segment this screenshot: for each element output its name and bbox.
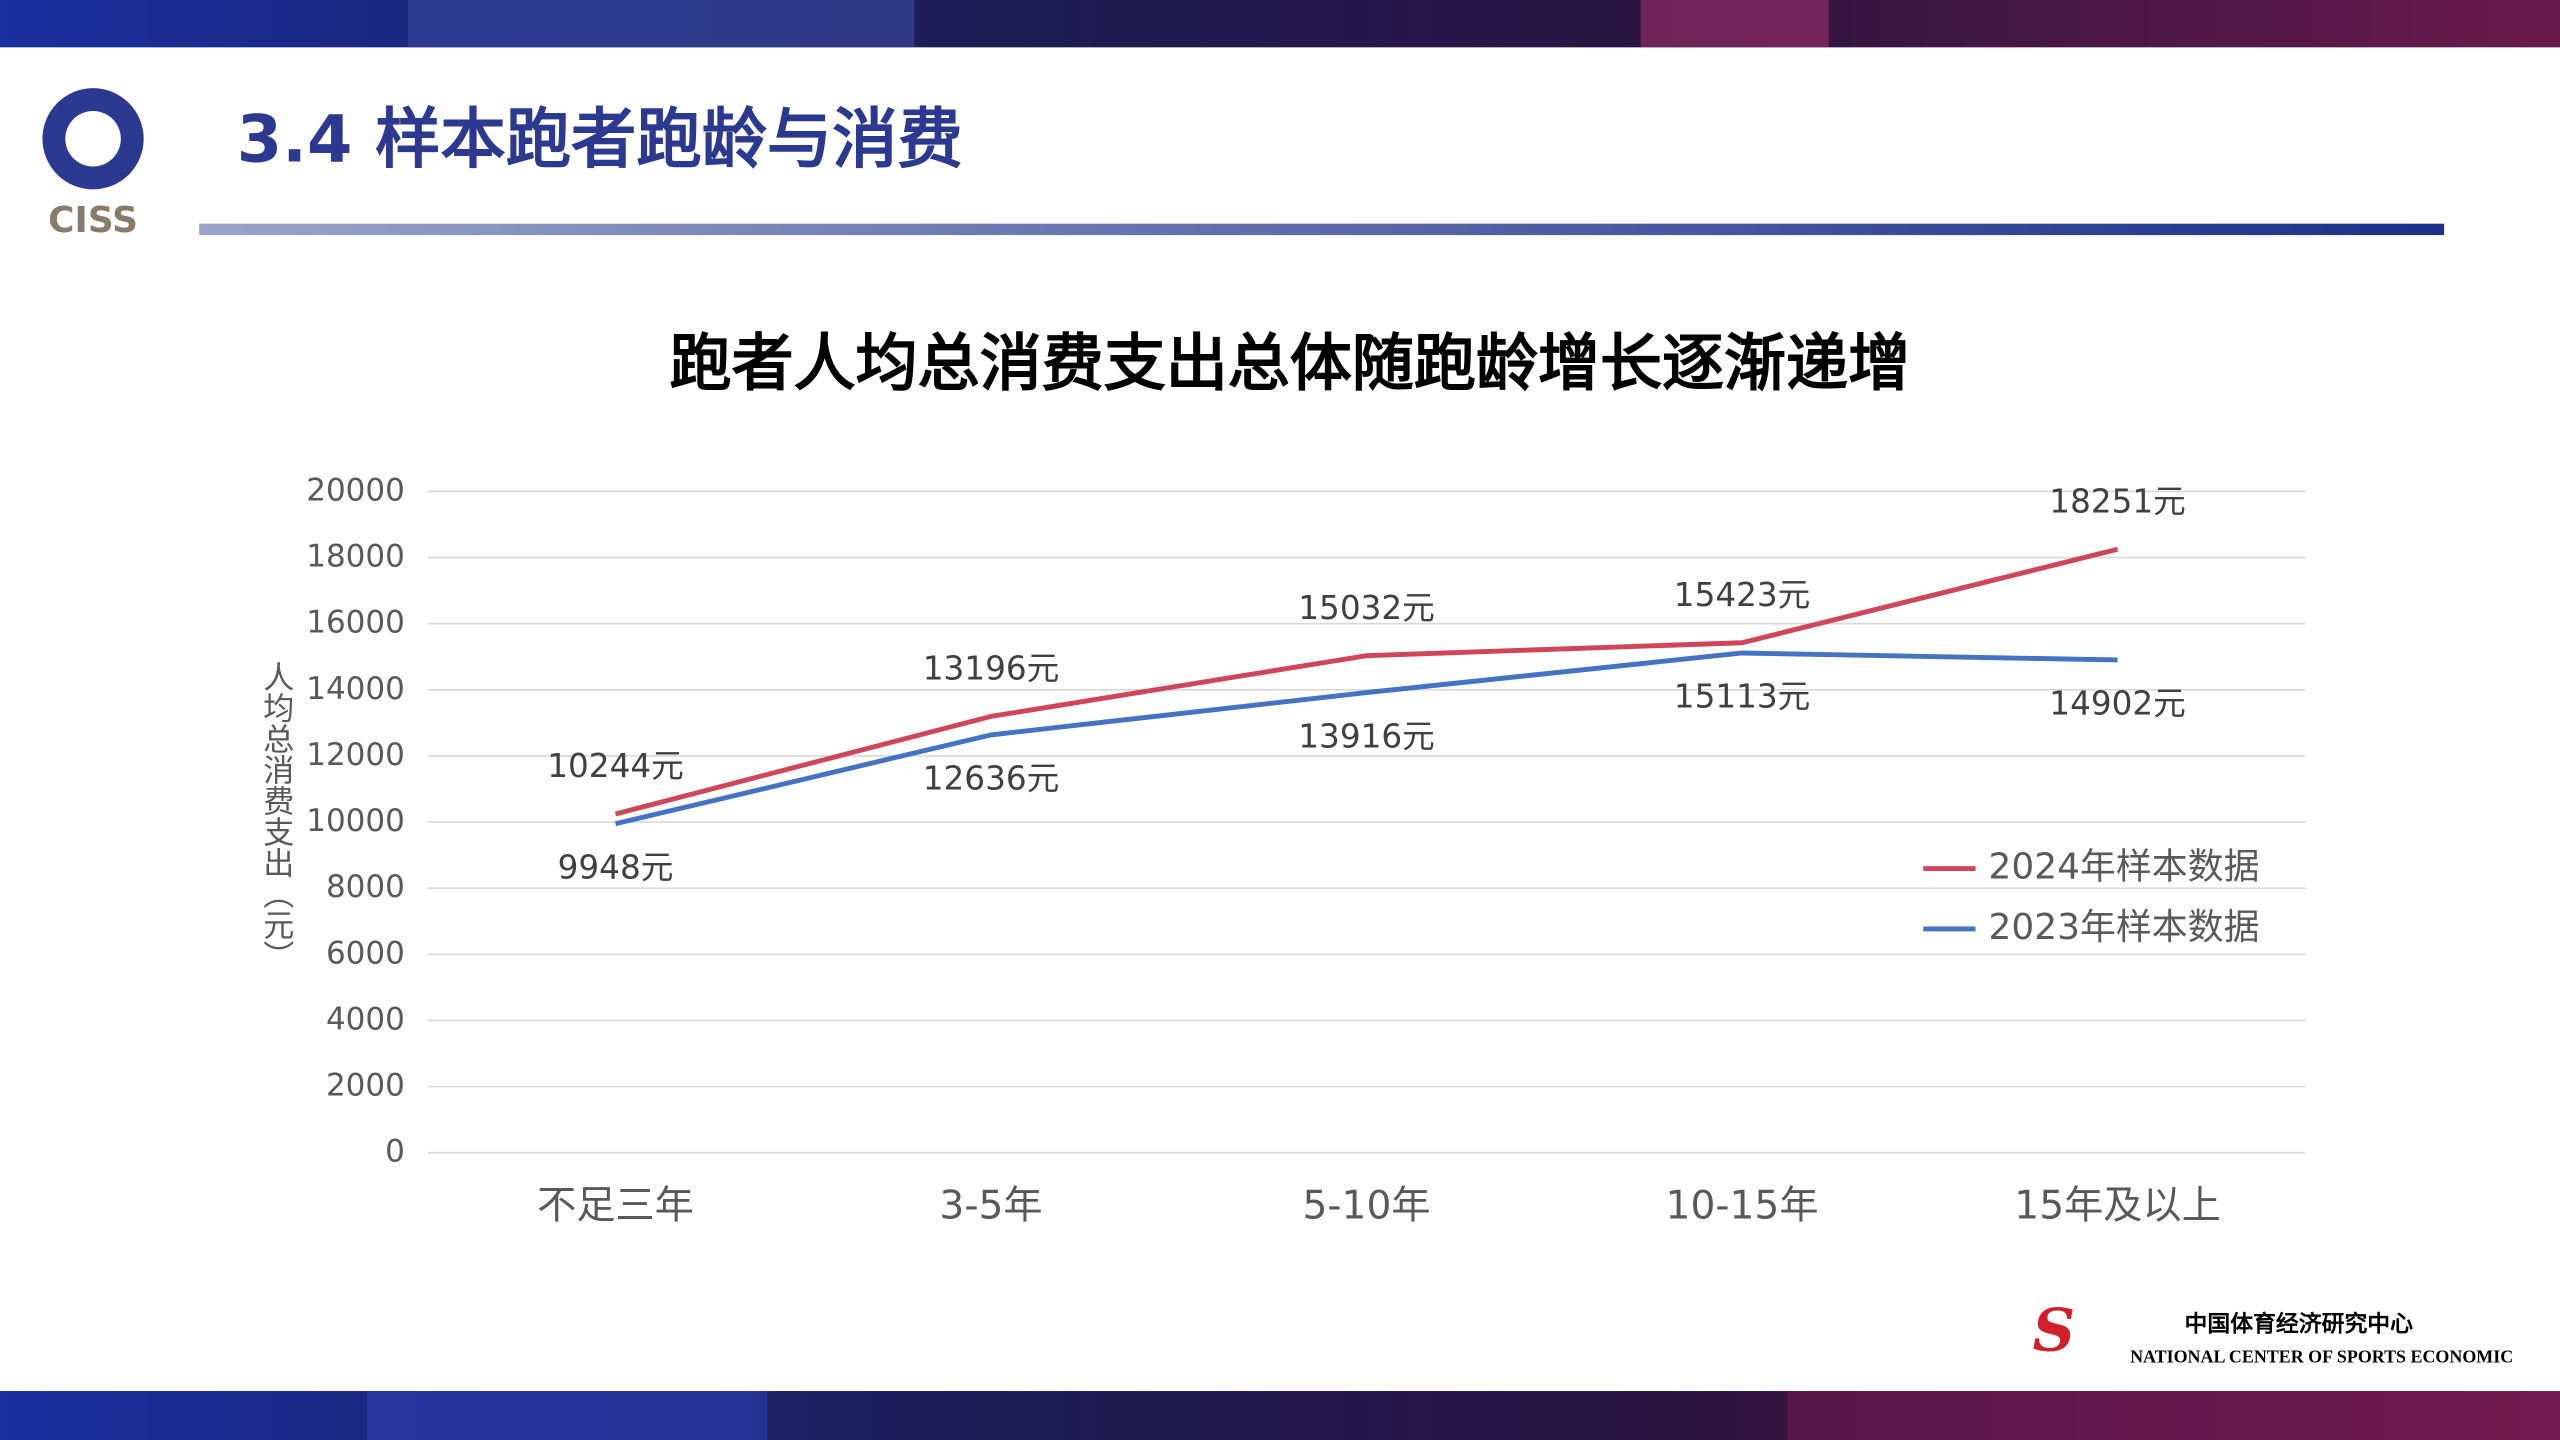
x-tick-label: 不足三年 <box>537 1184 694 1229</box>
data-label: 9948元 <box>558 848 674 886</box>
x-tick-label: 3-5年 <box>939 1184 1042 1229</box>
data-label: 10244元 <box>547 747 683 785</box>
y-tick-label: 6000 <box>326 935 405 971</box>
bottom-band-accent <box>1787 1391 2560 1440</box>
y-tick-label: 18000 <box>306 539 405 575</box>
data-label: 15423元 <box>1674 576 1810 614</box>
y-tick-label: 2000 <box>326 1068 405 1104</box>
y-tick-label: 14000 <box>306 671 405 707</box>
x-tick-label: 10-15年 <box>1666 1184 1819 1229</box>
footer-org-cn: 中国体育经济研究中心 <box>2185 1311 2414 1338</box>
logo-text: CISS <box>48 200 138 241</box>
y-tick-label: 20000 <box>306 472 405 508</box>
footer-logo-mark: S <box>2033 1296 2075 1365</box>
y-tick-label: 0 <box>385 1134 405 1170</box>
legend-label: 2023年样本数据 <box>1989 907 2260 948</box>
title-rule <box>199 223 2445 236</box>
top-band-accent <box>1640 0 1829 48</box>
legend-label: 2024年样本数据 <box>1989 847 2260 888</box>
x-tick-label: 5-10年 <box>1302 1184 1430 1229</box>
series-line <box>614 546 2119 817</box>
series-line <box>614 650 2118 827</box>
y-tick-label: 4000 <box>326 1001 405 1037</box>
chart-title: 跑者人均总消费支出总体随跑龄增长逐渐递增 <box>669 326 1910 399</box>
footer-org-en: NATIONAL CENTER OF SPORTS ECONOMIC <box>2130 1346 2513 1366</box>
slide-title: 3.4 样本跑者跑龄与消费 <box>237 102 963 178</box>
top-band-accent <box>408 0 915 48</box>
data-label: 15032元 <box>1298 589 1434 627</box>
top-band <box>0 0 2560 48</box>
y-tick-label: 16000 <box>306 605 405 641</box>
data-label: 12636元 <box>923 760 1059 798</box>
y-tick-label: 10000 <box>306 803 405 839</box>
y-axis-label: 人均总消费支出（元） <box>257 661 294 971</box>
x-tick-label: 15年及以上 <box>2014 1184 2221 1229</box>
y-tick-label: 8000 <box>326 869 405 905</box>
y-tick-label: 12000 <box>306 737 405 773</box>
data-label: 13196元 <box>923 650 1059 688</box>
data-label: 13916元 <box>1298 717 1434 755</box>
data-label: 15113元 <box>1674 678 1810 716</box>
bottom-band-accent <box>367 1391 768 1440</box>
data-label: 14902元 <box>2049 685 2185 723</box>
data-label: 18251元 <box>2049 483 2185 521</box>
logo-mark <box>65 111 121 167</box>
